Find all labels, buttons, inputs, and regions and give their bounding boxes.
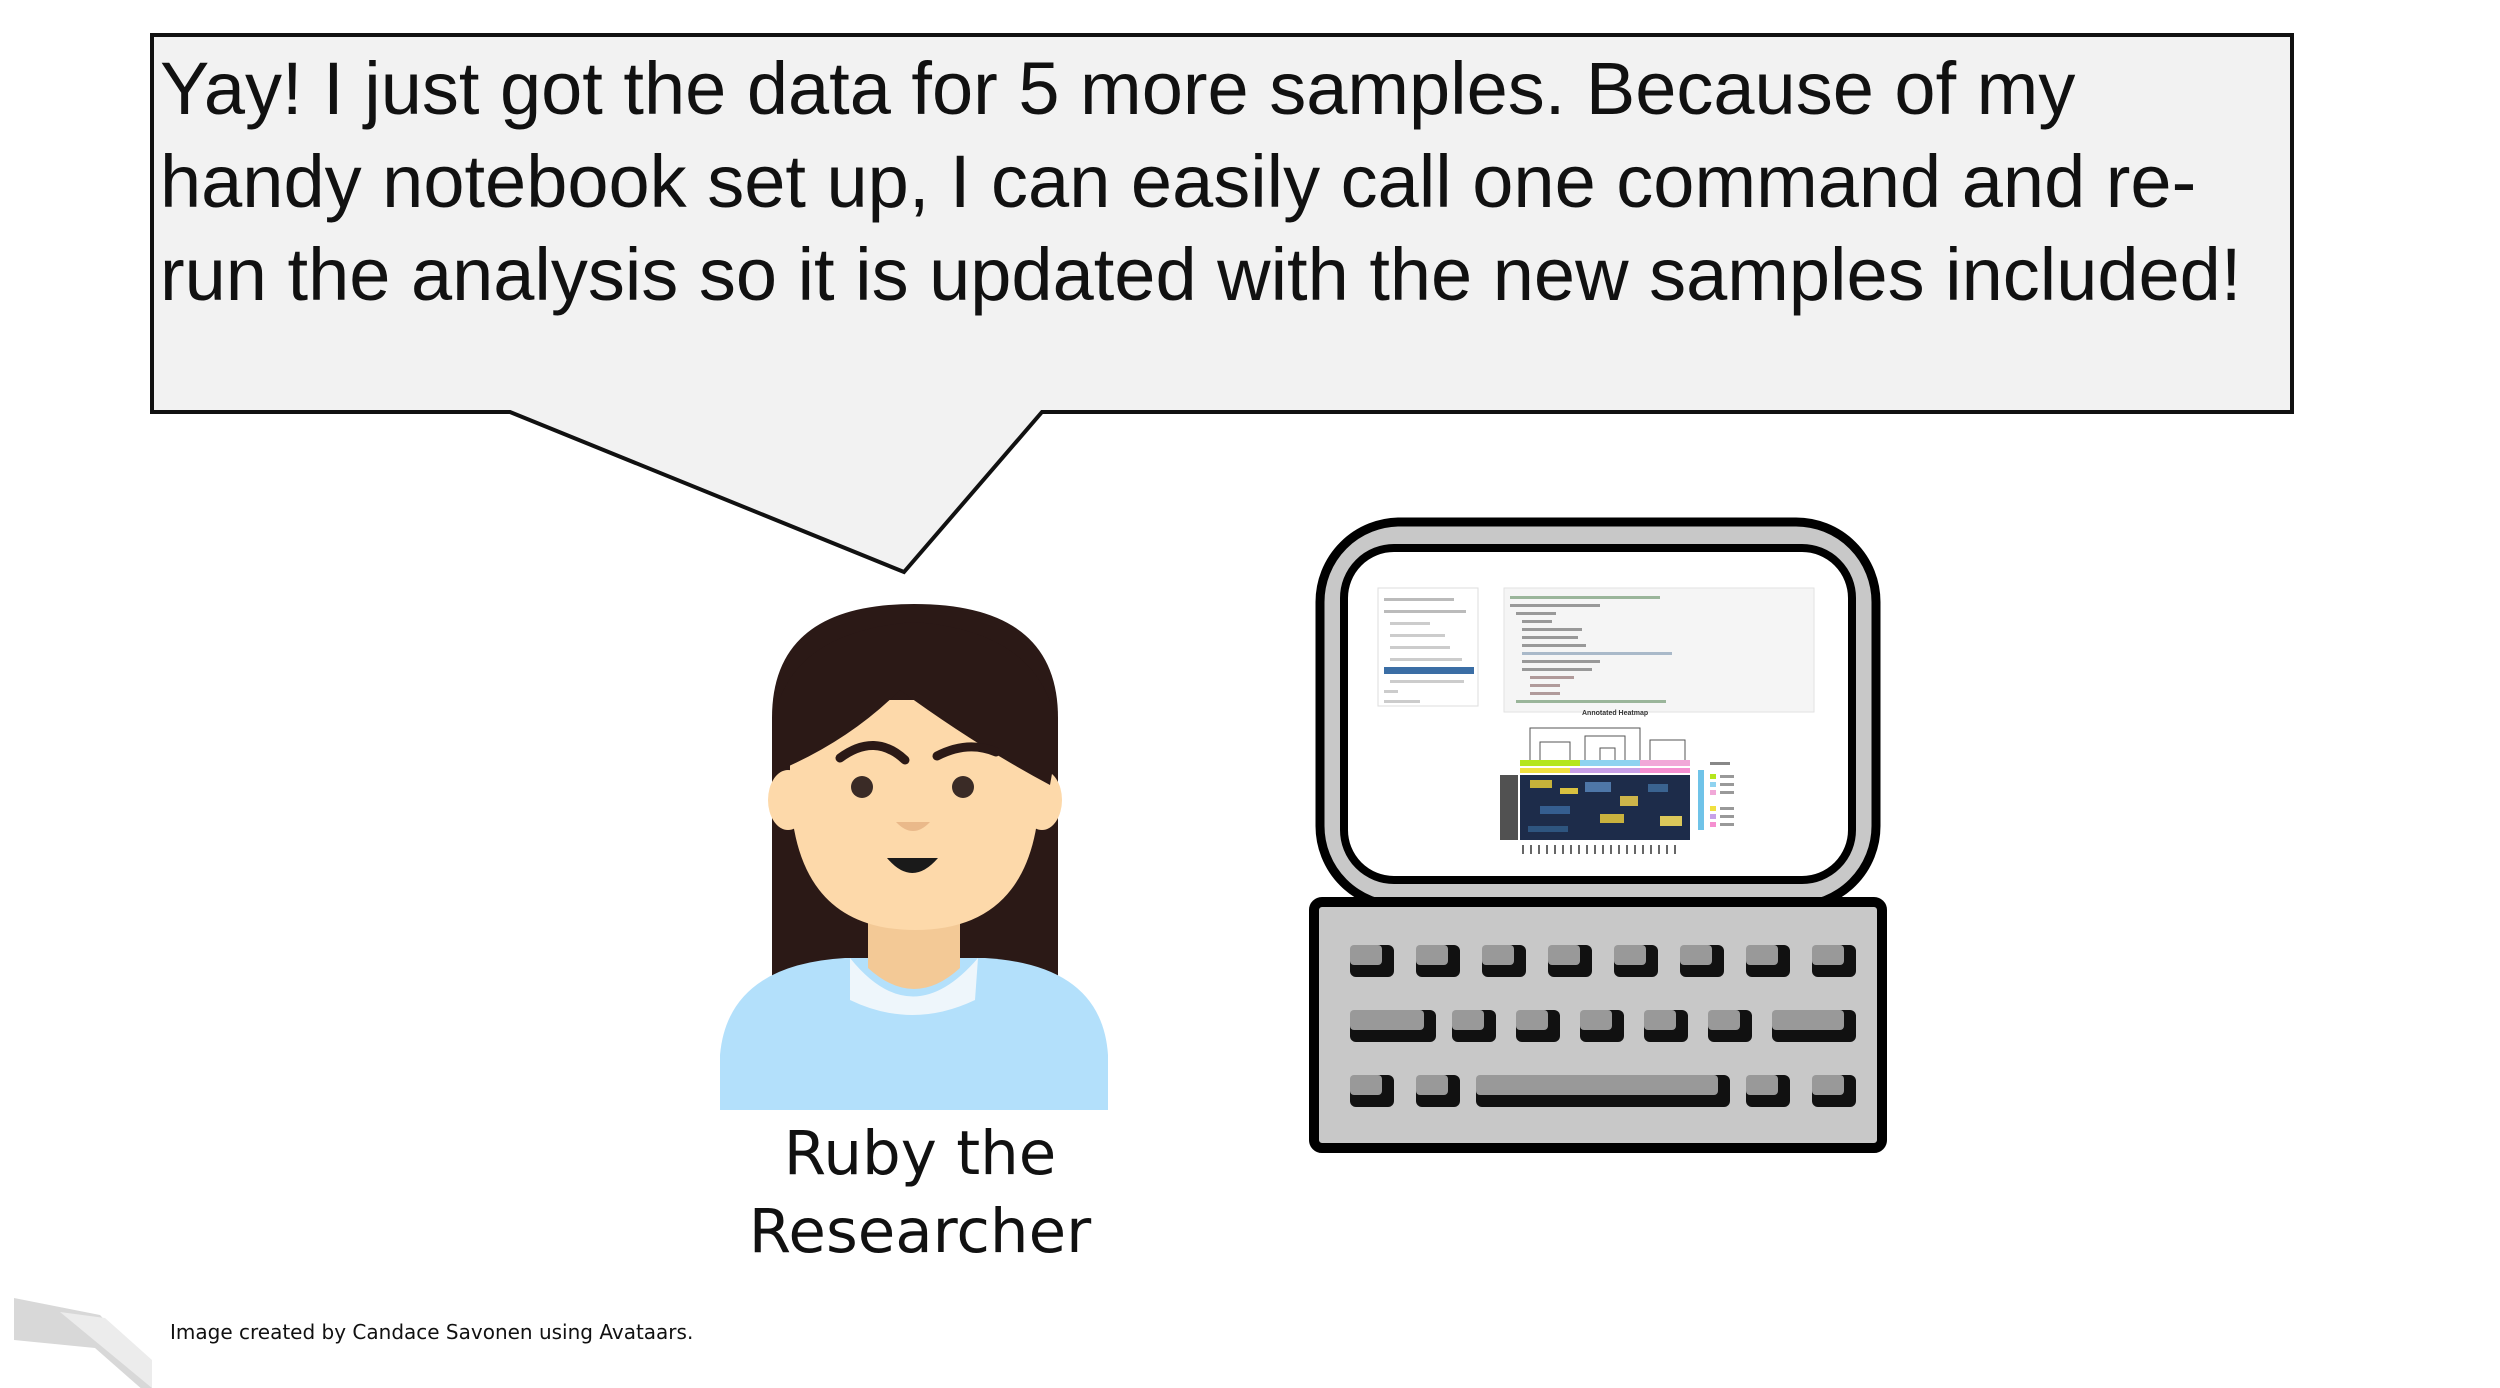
right-eye bbox=[952, 776, 974, 798]
screen-content bbox=[1377, 587, 1815, 854]
toc-active-item bbox=[1384, 667, 1474, 674]
image-credit: Image created by Candace Savonen using A… bbox=[170, 1320, 694, 1344]
character-name-line1: Ruby the bbox=[783, 1118, 1057, 1189]
heatmap-legend bbox=[1698, 762, 1734, 830]
slide-logo bbox=[14, 1298, 152, 1388]
heatmap-title: Annotated Heatmap bbox=[1582, 710, 1649, 717]
speech-bubble-text: Yay! I just got the data for 5 more samp… bbox=[160, 47, 2242, 316]
dendrogram bbox=[1529, 727, 1686, 760]
researcher-avatar bbox=[720, 604, 1108, 1110]
left-eye bbox=[851, 776, 873, 798]
character-caption: Ruby the Researcher bbox=[735, 1115, 1105, 1271]
speech-bubble bbox=[150, 33, 2294, 575]
character-name-line2: Researcher bbox=[748, 1196, 1092, 1267]
keyboard bbox=[1309, 897, 1887, 1153]
code-panel bbox=[1503, 587, 1815, 713]
